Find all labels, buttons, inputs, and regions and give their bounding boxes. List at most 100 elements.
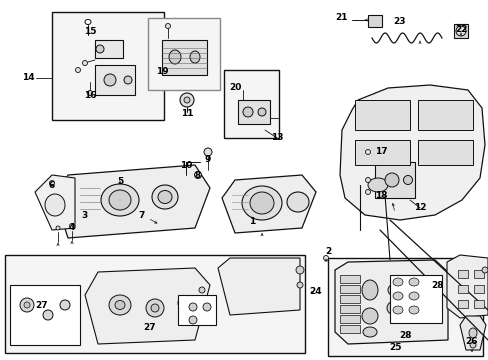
Ellipse shape [194,171,201,179]
Ellipse shape [361,280,377,300]
Ellipse shape [60,300,70,310]
Text: 26: 26 [465,338,477,346]
Ellipse shape [249,192,273,214]
Text: 20: 20 [228,84,241,93]
Bar [52,12,163,120]
Ellipse shape [203,303,210,311]
Polygon shape [55,165,209,238]
Ellipse shape [189,303,197,311]
Ellipse shape [468,328,476,338]
Text: 9: 9 [204,154,211,163]
Ellipse shape [115,301,125,310]
Bar [354,100,409,130]
Ellipse shape [190,51,200,63]
Text: 7: 7 [139,211,145,220]
Polygon shape [222,175,315,233]
Polygon shape [35,175,75,230]
Polygon shape [85,268,209,344]
Text: 28: 28 [431,282,443,291]
Ellipse shape [199,287,204,293]
Bar [354,140,409,165]
Polygon shape [218,258,299,315]
Ellipse shape [199,305,204,311]
Ellipse shape [146,299,163,317]
Ellipse shape [20,298,34,312]
Ellipse shape [408,292,418,300]
Ellipse shape [169,50,181,64]
Ellipse shape [361,308,377,324]
Ellipse shape [323,256,328,261]
Bar [178,295,216,325]
Text: 12: 12 [413,203,426,212]
Ellipse shape [384,173,398,187]
Text: 1: 1 [248,217,255,226]
Text: 16: 16 [83,91,96,100]
Ellipse shape [87,90,92,95]
Ellipse shape [365,149,370,154]
Ellipse shape [243,107,252,117]
Text: 28: 28 [399,332,411,341]
Bar [339,325,359,333]
Text: 22: 22 [455,26,468,35]
Ellipse shape [481,267,487,273]
Bar [417,100,472,130]
Ellipse shape [387,284,401,296]
Polygon shape [339,85,484,220]
Ellipse shape [158,190,172,203]
Ellipse shape [85,19,91,24]
Bar [453,24,467,38]
Bar [457,270,467,278]
Ellipse shape [183,97,190,103]
Text: 2: 2 [324,248,330,256]
Bar [238,100,269,124]
Ellipse shape [104,74,116,86]
Bar [473,285,483,293]
Bar [417,140,472,165]
Ellipse shape [56,226,60,230]
Ellipse shape [362,327,376,337]
Ellipse shape [392,278,402,286]
Ellipse shape [109,295,131,315]
Text: 19: 19 [155,68,168,77]
Ellipse shape [151,304,159,312]
Text: 14: 14 [21,73,34,82]
Ellipse shape [455,26,465,36]
Text: 13: 13 [270,134,283,143]
Polygon shape [446,255,487,318]
Ellipse shape [180,93,194,107]
Text: 23: 23 [393,18,406,27]
Ellipse shape [403,175,412,184]
Bar [457,300,467,308]
Text: 4: 4 [69,224,75,233]
Ellipse shape [365,177,370,183]
Bar [367,15,381,27]
Bar [359,140,427,212]
Bar [389,275,441,323]
Text: 18: 18 [374,192,386,201]
Bar [473,300,483,308]
Text: 17: 17 [374,148,386,157]
Bar [339,275,359,283]
Text: 15: 15 [83,27,96,36]
Ellipse shape [69,224,74,229]
Bar [339,285,359,293]
Ellipse shape [43,310,53,320]
Bar [95,40,123,58]
Text: 27: 27 [36,301,48,310]
Bar [339,305,359,313]
Ellipse shape [152,185,178,209]
Text: 6: 6 [49,180,55,189]
Bar [5,255,305,353]
Ellipse shape [96,45,104,53]
Ellipse shape [367,178,387,192]
Ellipse shape [189,316,197,324]
Ellipse shape [45,194,65,216]
Ellipse shape [469,342,475,348]
Ellipse shape [408,306,418,314]
Bar [327,258,482,356]
Ellipse shape [286,192,308,212]
Ellipse shape [49,180,54,185]
Ellipse shape [258,108,265,116]
Text: 11: 11 [181,108,193,117]
Text: 25: 25 [388,343,401,352]
